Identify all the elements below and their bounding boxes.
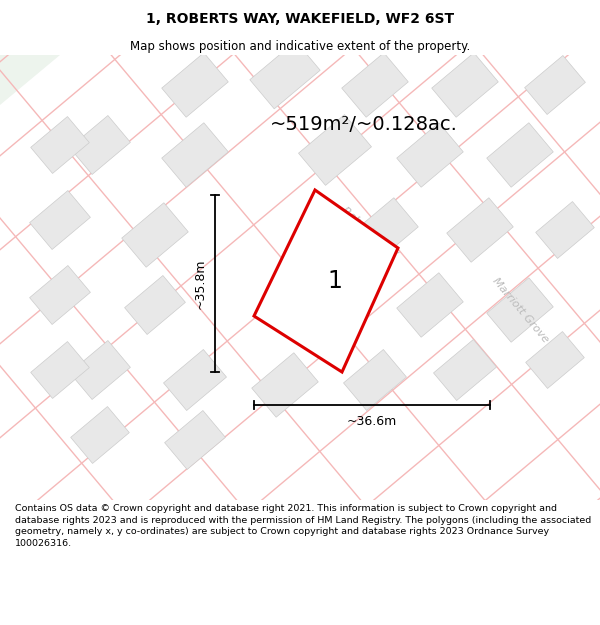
Text: Roberts Way: Roberts Way — [340, 206, 400, 259]
Text: 1, ROBERTS WAY, WAKEFIELD, WF2 6ST: 1, ROBERTS WAY, WAKEFIELD, WF2 6ST — [146, 12, 454, 26]
Text: Marriott Grove: Marriott Grove — [490, 276, 550, 344]
Polygon shape — [342, 52, 408, 118]
Polygon shape — [447, 198, 513, 262]
Polygon shape — [252, 352, 318, 418]
Polygon shape — [164, 411, 226, 469]
Polygon shape — [254, 190, 398, 372]
Polygon shape — [524, 56, 586, 114]
Polygon shape — [536, 201, 595, 259]
Polygon shape — [31, 116, 89, 174]
Polygon shape — [31, 341, 89, 399]
Polygon shape — [397, 122, 463, 188]
Polygon shape — [526, 331, 584, 389]
Polygon shape — [487, 122, 553, 188]
Polygon shape — [434, 339, 496, 401]
Polygon shape — [71, 406, 130, 464]
Polygon shape — [162, 122, 228, 188]
Text: ~519m²/~0.128ac.: ~519m²/~0.128ac. — [270, 116, 458, 134]
Polygon shape — [70, 116, 130, 174]
Polygon shape — [125, 276, 185, 334]
Polygon shape — [122, 202, 188, 268]
Polygon shape — [29, 266, 91, 324]
Polygon shape — [432, 52, 498, 118]
Polygon shape — [397, 272, 463, 338]
Polygon shape — [352, 198, 418, 262]
Polygon shape — [344, 349, 406, 411]
Polygon shape — [164, 349, 226, 411]
Polygon shape — [0, 55, 60, 105]
Polygon shape — [299, 114, 371, 186]
Text: ~36.6m: ~36.6m — [347, 415, 397, 428]
Text: Contains OS data © Crown copyright and database right 2021. This information is : Contains OS data © Crown copyright and d… — [15, 504, 591, 548]
Polygon shape — [487, 278, 553, 342]
Polygon shape — [70, 341, 130, 399]
Text: ~35.8m: ~35.8m — [194, 258, 207, 309]
Polygon shape — [250, 41, 320, 109]
Text: Map shows position and indicative extent of the property.: Map shows position and indicative extent… — [130, 39, 470, 52]
Polygon shape — [29, 191, 91, 249]
Text: 1: 1 — [328, 269, 343, 294]
Polygon shape — [162, 52, 228, 118]
